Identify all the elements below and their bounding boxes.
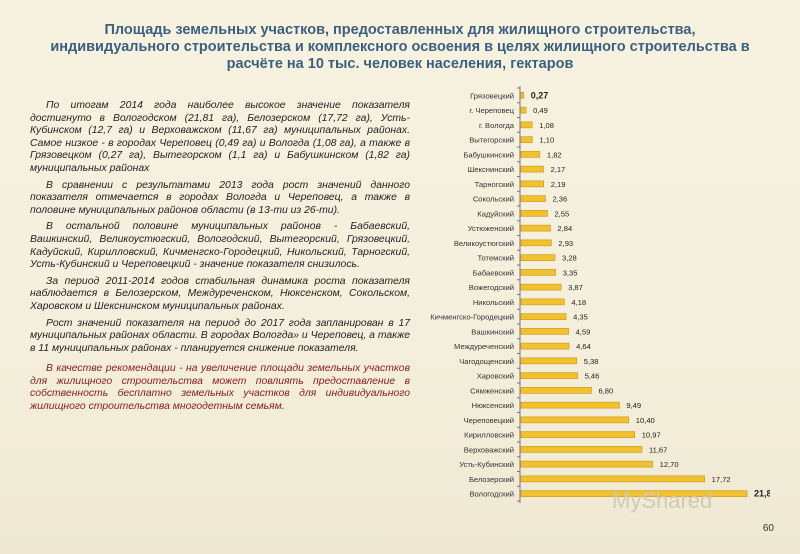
- category-label: Кичменгско-Городецкий: [430, 313, 514, 322]
- bar: [520, 431, 635, 438]
- bar: [520, 121, 533, 129]
- value-label: 4,64: [576, 342, 591, 351]
- category-label: Грязовецкий: [470, 91, 514, 100]
- value-label: 2,19: [551, 180, 566, 189]
- value-label: 1,82: [547, 150, 562, 159]
- category-label: Бабушкинский: [463, 150, 514, 159]
- value-label: 4,18: [571, 298, 586, 307]
- bar: [520, 387, 592, 394]
- value-label: 10,97: [642, 431, 661, 440]
- bar: [520, 475, 705, 483]
- value-label: 3,28: [562, 254, 577, 263]
- category-label: г. Вологда: [479, 121, 515, 130]
- bar: [520, 136, 533, 143]
- value-label: 5,38: [584, 357, 599, 366]
- category-label: г. Череповец: [469, 106, 514, 115]
- value-label: 3,35: [563, 268, 578, 277]
- value-label: 2,17: [550, 165, 565, 174]
- bar: [520, 239, 552, 247]
- title-line-3: расчёте на 10 тыс. человек населения, ге…: [226, 56, 574, 72]
- value-label: 6,80: [598, 386, 613, 395]
- category-label: Вытегорский: [469, 136, 514, 145]
- bar: [520, 283, 562, 291]
- category-label: Харовский: [477, 372, 514, 381]
- value-label: 1,08: [539, 121, 554, 130]
- category-label: Никольский: [473, 298, 514, 307]
- bar: [520, 460, 653, 468]
- category-label: Сямженский: [470, 386, 514, 395]
- value-label: 0,49: [533, 106, 548, 115]
- bar-chart: Грязовецкий 0,27 г. Череповец 0,49 г. Вологд…: [410, 82, 777, 517]
- bar: [520, 254, 556, 261]
- category-label: Вожегодский: [469, 283, 514, 292]
- value-label: 4,59: [576, 327, 591, 336]
- recommendation-paragraph: В качестве рекомендации - на увеличение …: [30, 363, 410, 413]
- bar: [520, 298, 565, 306]
- bar: [520, 416, 630, 424]
- category-label: Великоустюгский: [454, 239, 514, 248]
- bar: [520, 446, 643, 453]
- category-label: Тарногский: [475, 180, 514, 189]
- bar: [520, 490, 748, 497]
- category-label: Нюксенский: [472, 401, 514, 410]
- category-label: Вашкинский: [471, 327, 514, 336]
- bar: [520, 224, 551, 232]
- bar: [520, 195, 546, 202]
- bar: [520, 180, 544, 188]
- category-label: Чагодощенский: [459, 357, 514, 366]
- category-label: Кадуйский: [477, 209, 514, 218]
- category-label: Бабаевский: [473, 268, 514, 277]
- category-label: Устюженский: [468, 224, 514, 233]
- value-label: 0,27: [531, 90, 549, 100]
- category-label: Вологодский: [469, 490, 514, 499]
- value-label: 2,36: [552, 195, 567, 204]
- bar: [520, 210, 548, 217]
- bar: [520, 106, 527, 114]
- paragraph-2: В сравнении с результатами 2013 года рос…: [30, 179, 410, 216]
- value-label: 21,81: [754, 489, 770, 499]
- bar: [520, 401, 620, 409]
- category-label: Усть-Кубинский: [459, 460, 514, 469]
- bar: [520, 313, 567, 320]
- value-label: 2,93: [558, 239, 573, 248]
- category-label: Тотемский: [477, 254, 514, 263]
- bar: [520, 328, 569, 335]
- slide-title: Площадь земельных участков, предоставлен…: [40, 22, 760, 73]
- value-label: 5,46: [585, 372, 600, 381]
- commentary-text: По итогам 2014 года наиболее высокое зна…: [30, 100, 410, 418]
- bar: [520, 342, 570, 350]
- value-label: 12,70: [660, 460, 679, 469]
- value-label: 10,40: [636, 416, 655, 425]
- value-label: 1,10: [539, 136, 554, 145]
- bar: [520, 372, 578, 379]
- category-label: Белозерский: [469, 475, 514, 484]
- bar: [520, 92, 525, 99]
- value-label: 2,84: [557, 224, 572, 233]
- category-label: Череповецкий: [464, 416, 514, 425]
- category-label: Кирилловский: [464, 431, 514, 440]
- value-label: 9,49: [626, 401, 641, 410]
- page-number: 60: [762, 523, 774, 534]
- paragraph-4: За период 2011-2014 годов стабильная дин…: [30, 275, 410, 312]
- paragraph-1: По итогам 2014 года наиболее высокое зна…: [30, 100, 410, 174]
- watermark-text: MyShared: [612, 488, 713, 513]
- bar: [520, 269, 557, 276]
- value-label: 11,67: [649, 445, 667, 454]
- category-label: Сокольский: [473, 195, 514, 204]
- bar: [520, 357, 578, 365]
- title-line-1: Площадь земельных участков, предоставлен…: [104, 22, 696, 38]
- paragraph-3: В остальной половине муниципальных район…: [30, 221, 410, 271]
- bar: [520, 165, 544, 173]
- title-line-2: индивидуального строительства и комплекс…: [50, 39, 750, 55]
- value-label: 4,35: [573, 313, 588, 322]
- value-label: 17,72: [712, 475, 731, 484]
- value-label: 2,55: [554, 209, 569, 218]
- paragraph-5: Рост значений показателя на период до 20…: [30, 317, 410, 354]
- category-label: Междуреченский: [454, 342, 514, 351]
- value-label: 3,87: [568, 283, 583, 292]
- category-label: Верховажский: [464, 445, 514, 454]
- category-label: Шекснинский: [467, 165, 514, 174]
- bar: [520, 151, 541, 158]
- bar-chart-svg: Грязовецкий 0,27 г. Череповец 0,49 г. Вологд…: [430, 86, 777, 503]
